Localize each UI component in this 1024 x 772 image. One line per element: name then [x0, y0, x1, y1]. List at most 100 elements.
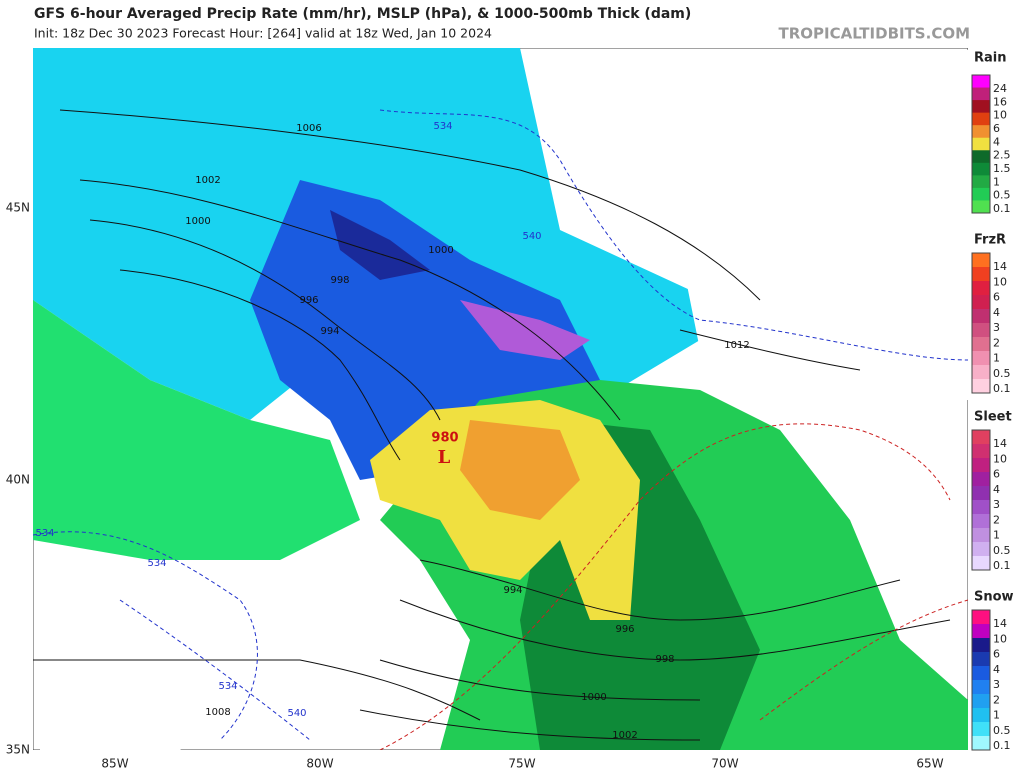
legend-frame [971, 609, 991, 751]
thickness-label: 534 [433, 121, 452, 132]
legend-label: 0.5 [993, 544, 1011, 557]
lon-label: 65W [916, 757, 943, 771]
legend-swatch [972, 100, 990, 114]
legend-label: 6 [993, 291, 1000, 304]
legend-swatch [972, 187, 990, 201]
isobar-label: 1000 [185, 216, 210, 227]
legend-label: 2.5 [993, 149, 1011, 162]
map-labels: 45N 40N 35N 85W 80W 75W 70W 65W 1006 1002 1000 998 9… [6, 121, 944, 771]
lat-label: 45N [6, 201, 30, 215]
legend-swatch [972, 556, 990, 571]
legend-title: Sleet [974, 410, 1012, 425]
isobar-label: 1006 [296, 123, 321, 134]
legend-swatch [972, 337, 990, 352]
legend-swatch [972, 514, 990, 529]
isobar-label: 1008 [205, 707, 230, 718]
legend-label: 10 [993, 109, 1007, 122]
legend-swatch [972, 365, 990, 380]
legend-swatch [972, 200, 990, 214]
legend-label: 10 [993, 632, 1007, 645]
thickness-label: 534 [147, 558, 166, 569]
low-pressure: 980 [431, 431, 458, 446]
legend-swatch [972, 379, 990, 394]
legend-label: 24 [993, 82, 1007, 95]
legend-swatch [972, 638, 990, 653]
isobar-label: 996 [615, 624, 634, 635]
legend-label: 4 [993, 663, 1000, 676]
legend-swatch [972, 722, 990, 737]
legend-swatch [972, 175, 990, 189]
legend-label: 1.5 [993, 162, 1011, 175]
legend-label: 6 [993, 648, 1000, 661]
thickness-label: 540 [522, 231, 541, 242]
legend-swatch [972, 75, 990, 89]
legend-label: 2 [993, 336, 1000, 349]
low-symbol: L [438, 447, 451, 468]
legend-swatch [972, 610, 990, 625]
legend-label: 16 [993, 95, 1007, 108]
legend-label: 1 [993, 352, 1000, 365]
legend-label: 0.1 [993, 202, 1011, 215]
legend-swatch [972, 500, 990, 515]
legend-label: 4 [993, 135, 1000, 148]
legend-frame [971, 429, 991, 571]
legend-label: 6 [993, 122, 1000, 135]
title: GFS 6-hour Averaged Precip Rate (mm/hr),… [34, 6, 691, 22]
legend-label: 14 [993, 617, 1007, 630]
legend-label: 3 [993, 321, 1000, 334]
isobar-label: 1012 [724, 340, 749, 351]
legend-label: 0.1 [993, 559, 1011, 572]
legend-swatch [972, 323, 990, 338]
legend-swatch [972, 150, 990, 164]
isobar-label: 994 [320, 326, 339, 337]
legend-label: 10 [993, 452, 1007, 465]
legend-label: 4 [993, 483, 1000, 496]
legend-swatch [972, 624, 990, 639]
lon-label: 70W [711, 757, 738, 771]
legend-swatch [972, 666, 990, 681]
legend-label: 10 [993, 275, 1007, 288]
lon-label: 85W [101, 757, 128, 771]
legend-frame [971, 252, 991, 394]
legend-swatch [972, 125, 990, 139]
legend-swatch [972, 458, 990, 473]
legend-label: 0.1 [993, 382, 1011, 395]
lon-label: 80W [306, 757, 333, 771]
legend-label: 4 [993, 306, 1000, 319]
legend-label: 14 [993, 260, 1007, 273]
legend-label: 1 [993, 529, 1000, 542]
legend-label: 2 [993, 693, 1000, 706]
legend-swatch [972, 351, 990, 366]
legend-title: FrzR [974, 233, 1006, 248]
legend-label: 14 [993, 437, 1007, 450]
legend-swatch [972, 652, 990, 667]
legend-label: 0.1 [993, 739, 1011, 752]
lat-label: 40N [6, 473, 30, 487]
legend-swatch [972, 253, 990, 268]
legend-swatch [972, 309, 990, 324]
legend-swatch [972, 680, 990, 695]
thickness-label: 540 [287, 708, 306, 719]
legend: Rain241610642.51.510.50.1FrzR1410643210.… [971, 51, 1014, 752]
isobar-label: 1000 [428, 245, 453, 256]
legend-swatch [972, 112, 990, 126]
legend-title: Snow [974, 590, 1014, 605]
lon-label: 75W [508, 757, 535, 771]
legend-swatch [972, 162, 990, 176]
legend-swatch [972, 486, 990, 501]
isobar-label: 998 [330, 275, 349, 286]
isobar-label: 994 [503, 585, 522, 596]
legend-title: Rain [974, 51, 1007, 66]
credit: TROPICALTIDBITS.COM [779, 25, 971, 43]
legend-swatch [972, 87, 990, 101]
isobar-label: 996 [299, 295, 318, 306]
legend-swatch [972, 295, 990, 310]
subtitle: Init: 18z Dec 30 2023 Forecast Hour: [26… [34, 26, 492, 41]
legend-label: 0.5 [993, 189, 1011, 202]
legend-swatch [972, 430, 990, 445]
legend-label: 1 [993, 709, 1000, 722]
legend-label: 1 [993, 175, 1000, 188]
map [33, 48, 968, 750]
legend-swatch [972, 137, 990, 151]
